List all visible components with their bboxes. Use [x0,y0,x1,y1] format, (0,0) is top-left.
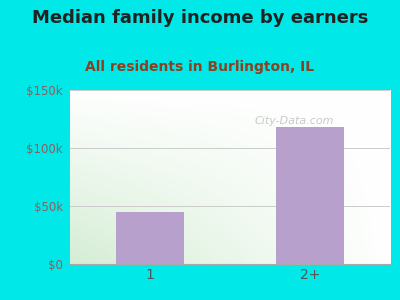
Bar [116,212,184,264]
Text: All residents in Burlington, IL: All residents in Burlington, IL [86,60,314,74]
Text: Median family income by earners: Median family income by earners [32,9,368,27]
Bar [276,127,344,264]
Text: City-Data.com: City-Data.com [254,116,334,126]
